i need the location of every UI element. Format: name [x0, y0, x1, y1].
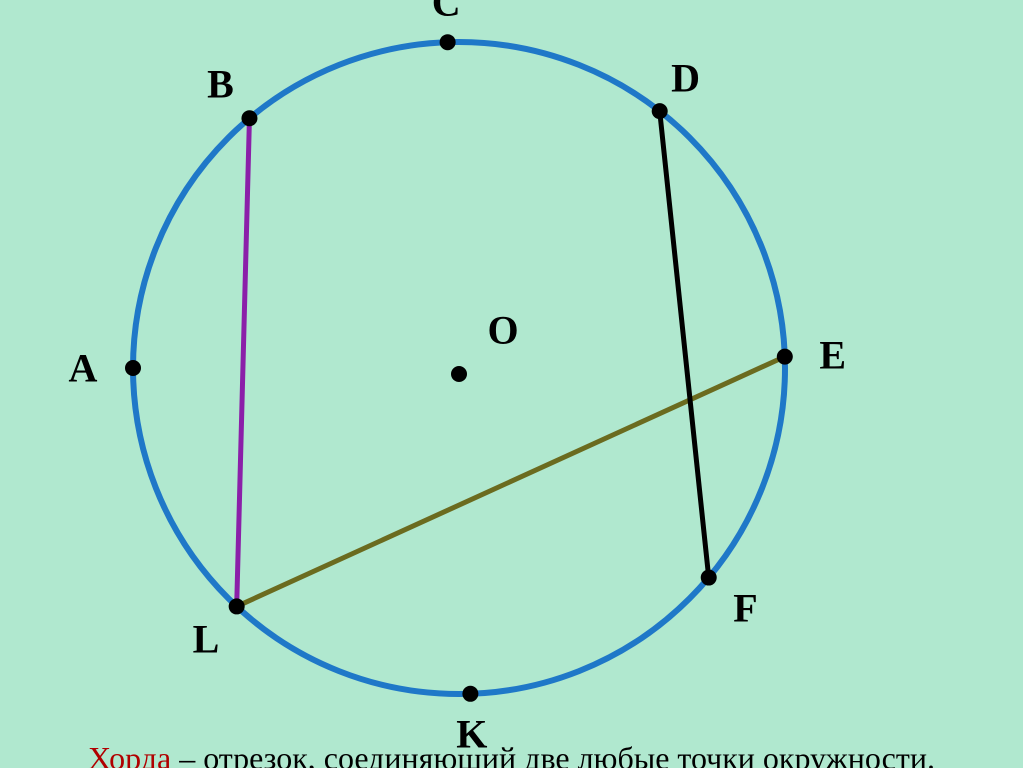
chord-LE — [237, 357, 785, 607]
diagram-svg — [0, 0, 1023, 768]
label-D: D — [671, 55, 700, 102]
caption: Хорда – отрезок, соединяющий две любые т… — [0, 740, 1023, 768]
label-B: B — [207, 60, 234, 107]
label-E: E — [819, 331, 846, 378]
point-D — [652, 103, 668, 119]
label-F: F — [733, 585, 757, 632]
center-point — [451, 366, 467, 382]
label-O: O — [487, 307, 518, 354]
point-A — [125, 360, 141, 376]
caption-term: Хорда — [88, 740, 171, 768]
point-K — [462, 686, 478, 702]
point-E — [777, 349, 793, 365]
label-C: C — [432, 0, 461, 26]
diagram-stage: OABCDEFKL Хорда – отрезок, соединяющий д… — [0, 0, 1023, 768]
point-C — [440, 34, 456, 50]
label-A: A — [69, 345, 98, 392]
point-F — [701, 570, 717, 586]
point-L — [229, 598, 245, 614]
label-L: L — [193, 616, 220, 663]
point-B — [241, 110, 257, 126]
chord-DF — [660, 111, 709, 577]
caption-rest: – отрезок, соединяющий две любые точки о… — [171, 740, 935, 768]
chord-BL — [237, 118, 250, 606]
